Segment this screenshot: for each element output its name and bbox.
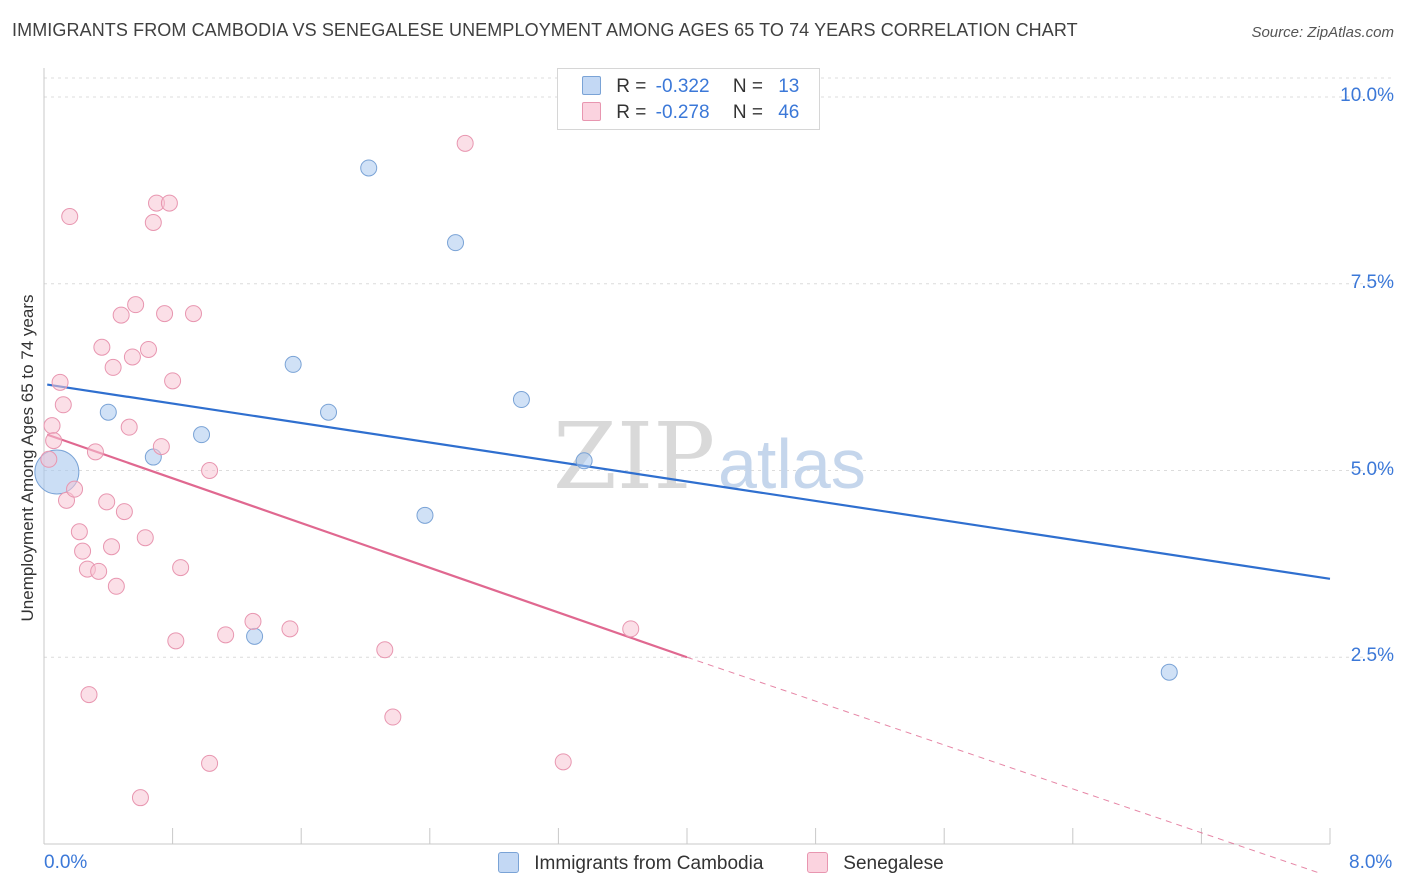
trend-lines <box>46 383 1331 875</box>
point-senegalese-35 <box>184 305 202 323</box>
point-cambodia-12 <box>1160 663 1178 681</box>
x-tick-label-max: 8.0% <box>1349 852 1393 873</box>
series-legend-senegalese: Senegalese <box>807 852 944 875</box>
legend-n-label: N = <box>732 102 763 123</box>
legend-swatch-senegalese <box>582 102 601 121</box>
y-tick-label: 2.5% <box>1350 645 1394 667</box>
point-senegalese-11 <box>80 686 98 704</box>
point-cambodia-10 <box>512 391 530 409</box>
point-cambodia-6 <box>320 403 338 421</box>
legend-n-value: 13 <box>778 76 800 97</box>
point-senegalese-40 <box>281 620 299 638</box>
point-cambodia-11 <box>575 452 593 470</box>
point-senegalese-31 <box>160 194 178 212</box>
point-cambodia-3 <box>193 426 211 444</box>
legend-row-senegalese: R = -0.278 N = 46 <box>582 102 799 126</box>
point-senegalese-24 <box>131 789 149 807</box>
point-cambodia-4 <box>246 627 264 645</box>
point-senegalese-25 <box>136 529 154 547</box>
legend-n-value: 46 <box>778 102 800 123</box>
point-cambodia-8 <box>416 506 434 524</box>
point-senegalese-32 <box>164 372 182 390</box>
series-legend: Immigrants from Cambodia Senegalese <box>0 852 1406 878</box>
legend-r-label: R = <box>616 102 647 123</box>
point-cambodia-5 <box>284 355 302 373</box>
legend-swatch-cambodia <box>582 76 601 95</box>
point-senegalese-9 <box>74 542 92 560</box>
point-senegalese-15 <box>98 493 116 511</box>
trend-line-0 <box>47 383 1331 580</box>
point-senegalese-16 <box>103 538 121 556</box>
point-senegalese-30 <box>156 305 174 323</box>
legend-r-label: R = <box>616 76 647 97</box>
point-senegalese-22 <box>123 348 141 366</box>
point-senegalese-29 <box>152 438 170 456</box>
point-senegalese-0 <box>40 450 58 468</box>
point-senegalese-12 <box>86 443 104 461</box>
y-tick-label: 10.0% <box>1340 85 1394 106</box>
grid-lines <box>44 77 1394 658</box>
point-cambodia-1 <box>99 403 117 421</box>
point-senegalese-38 <box>217 626 235 644</box>
y-tick-label: 7.5% <box>1350 271 1394 293</box>
point-cambodia-7 <box>360 159 378 177</box>
watermark-atlas: atlas <box>718 425 866 503</box>
point-senegalese-39 <box>244 612 262 630</box>
data-points <box>34 134 1178 807</box>
point-senegalese-8 <box>70 523 88 541</box>
legend-row-cambodia: R = -0.322 N = 13 <box>582 76 799 100</box>
point-senegalese-42 <box>384 708 402 726</box>
legend-r-value: -0.322 <box>655 76 710 97</box>
trend-extension-1 <box>686 656 1323 875</box>
point-senegalese-21 <box>120 418 138 436</box>
point-senegalese-44 <box>554 753 572 771</box>
point-senegalese-1 <box>43 417 61 435</box>
point-senegalese-34 <box>172 559 190 577</box>
y-tick-label: 5.0% <box>1350 458 1394 480</box>
point-senegalese-18 <box>107 577 125 595</box>
point-cambodia-9 <box>447 234 465 252</box>
point-senegalese-45 <box>622 620 640 638</box>
point-senegalese-19 <box>112 306 130 324</box>
point-senegalese-23 <box>127 296 145 314</box>
series-swatch-cambodia <box>498 852 519 873</box>
series-swatch-senegalese <box>807 852 828 873</box>
point-senegalese-37 <box>201 462 219 479</box>
series-legend-cambodia: Immigrants from Cambodia <box>498 852 763 875</box>
x-tick-label-min: 0.0% <box>44 852 88 873</box>
point-senegalese-6 <box>61 208 79 226</box>
chart-title: IMMIGRANTS FROM CAMBODIA VS SENEGALESE U… <box>12 20 1078 40</box>
point-senegalese-26 <box>139 340 157 358</box>
point-senegalese-43 <box>456 134 474 152</box>
series-legend-label: Senegalese <box>843 853 944 874</box>
trend-line-1 <box>46 433 688 659</box>
chart-source: Source: ZipAtlas.com <box>1251 24 1394 41</box>
point-senegalese-33 <box>167 632 185 650</box>
legend-n-label: N = <box>732 76 763 97</box>
point-senegalese-3 <box>51 373 69 391</box>
point-senegalese-7 <box>66 480 84 498</box>
legend-r-value: -0.278 <box>655 102 710 123</box>
point-senegalese-17 <box>104 358 122 376</box>
correlation-legend: R = -0.322 N = 13 R = -0.278 N = 46 <box>557 68 820 130</box>
point-senegalese-27 <box>144 213 162 231</box>
point-senegalese-20 <box>115 503 133 521</box>
point-senegalese-13 <box>90 562 108 580</box>
point-senegalese-14 <box>93 338 111 356</box>
point-senegalese-41 <box>376 641 394 659</box>
point-senegalese-36 <box>201 754 219 772</box>
point-senegalese-4 <box>54 396 72 414</box>
series-legend-label: Immigrants from Cambodia <box>534 853 764 874</box>
watermark: ZIP atlas <box>553 403 866 510</box>
point-senegalese-2 <box>45 432 63 450</box>
